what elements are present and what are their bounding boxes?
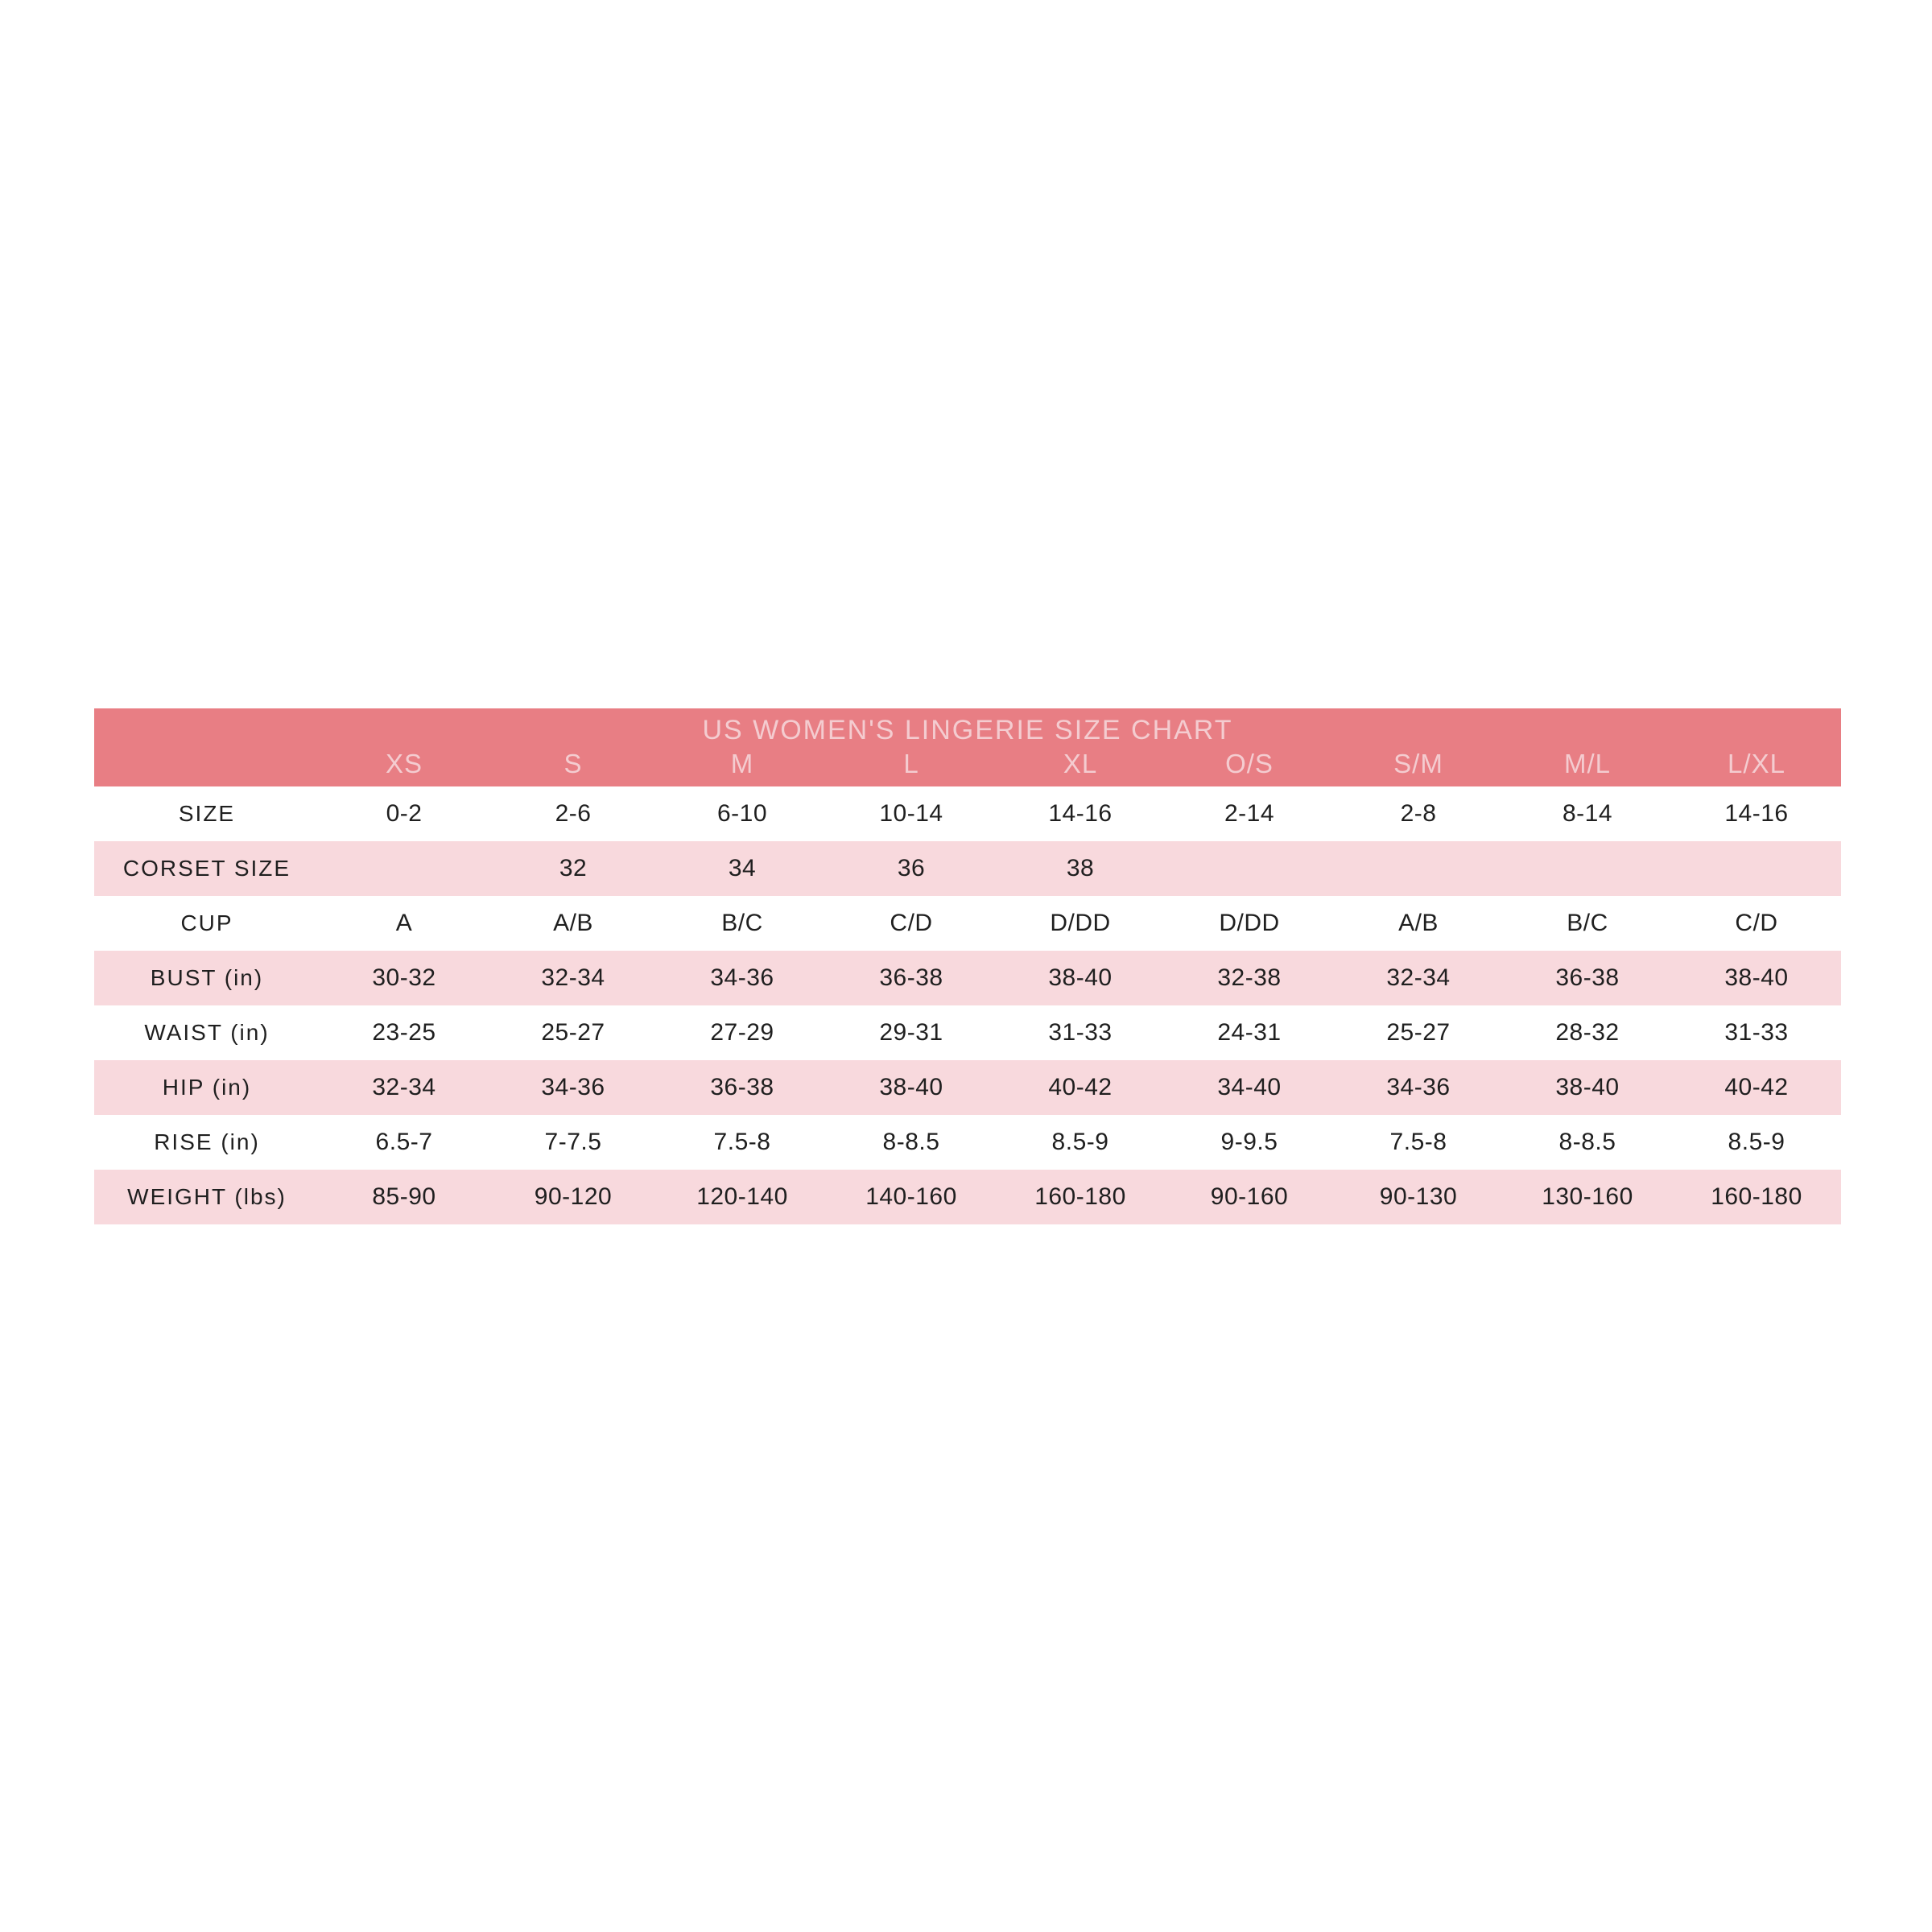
table-cell: 85-90: [372, 1183, 436, 1210]
column-header-xs: XS: [385, 749, 423, 778]
table-cell: 36-38: [879, 964, 943, 991]
table-cell: 9-9.5: [1220, 1129, 1278, 1155]
table-body: SIZE 0-2 2-6 6-10 10-14 14-16 2-14 2-8 8-14 14-16…: [94, 786, 1841, 1224]
table-cell: 90-160: [1210, 1183, 1289, 1210]
column-header-l: L: [903, 749, 919, 778]
table-cell: 14-16: [1048, 800, 1113, 827]
table-cell: 25-27: [1386, 1019, 1451, 1046]
table-cell: 28-32: [1555, 1019, 1620, 1046]
table-cell: D/DD: [1050, 910, 1111, 936]
table-cell: 23-25: [372, 1019, 436, 1046]
table-cell: C/D: [1735, 910, 1778, 936]
table-cell: 160-180: [1711, 1183, 1802, 1210]
table-cell: 40-42: [1724, 1074, 1789, 1100]
table-cell: 31-33: [1724, 1019, 1789, 1046]
row-label: CORSET SIZE: [122, 856, 291, 881]
column-header-m: M: [730, 749, 754, 778]
table-cell: 2-6: [555, 800, 592, 827]
table-cell: 29-31: [879, 1019, 943, 1046]
table-cell: 34-40: [1217, 1074, 1282, 1100]
table-cell: A: [395, 910, 413, 936]
table-cell: 8-8.5: [1558, 1129, 1616, 1155]
table-cell: 14-16: [1724, 800, 1789, 827]
table-cell: 7-7.5: [544, 1129, 602, 1155]
column-header-lxl: L/XL: [1728, 749, 1785, 778]
row-label: WAIST (in): [144, 1020, 270, 1045]
row-label: CUP: [180, 910, 233, 935]
table-cell: 38-40: [1048, 964, 1113, 991]
table-cell: 31-33: [1048, 1019, 1113, 1046]
table-cell: 2-8: [1400, 800, 1437, 827]
column-header-ml: M/L: [1563, 749, 1611, 778]
table-cell: 32: [559, 855, 588, 881]
table-cell: 34-36: [710, 964, 774, 991]
table-cell: 38-40: [879, 1074, 943, 1100]
table-cell: 25-27: [541, 1019, 605, 1046]
table-cell: 6-10: [716, 800, 768, 827]
row-label: BUST (in): [150, 965, 264, 990]
table-cell: 120-140: [696, 1183, 788, 1210]
table-cell: 34-36: [541, 1074, 605, 1100]
table-cell: 36-38: [710, 1074, 774, 1100]
column-header-sm: S/M: [1393, 749, 1443, 778]
table-cell: 27-29: [710, 1019, 774, 1046]
table-cell: 160-180: [1034, 1183, 1126, 1210]
table-cell: 8-14: [1562, 800, 1613, 827]
row-label: RISE (in): [154, 1129, 260, 1154]
table-cell: 140-160: [865, 1183, 957, 1210]
table-cell: 2-14: [1224, 800, 1275, 827]
table-row: WAIST (in) 23-25 25-27 27-29 29-31 31-33 24-31…: [94, 1005, 1841, 1060]
table-row: BUST (in) 30-32 32-34 34-36 36-38 38-40 32-38 3…: [94, 951, 1841, 1005]
table-cell: 38-40: [1724, 964, 1789, 991]
table-cell: 90-120: [534, 1183, 613, 1210]
table-cell: 36: [897, 855, 926, 881]
column-header-s: S: [564, 749, 583, 778]
row-label: HIP (in): [162, 1075, 252, 1100]
table-row: WEIGHT (lbs) 85-90 90-120 120-140 140-160 160…: [94, 1170, 1841, 1224]
column-header-xl: XL: [1063, 749, 1098, 778]
table-cell: 90-130: [1379, 1183, 1458, 1210]
table-cell: 32-34: [372, 1074, 436, 1100]
table-cell: C/D: [890, 910, 933, 936]
column-header-row: XS S M L XL O/S S/M M/L L/XL: [94, 750, 1841, 777]
table-cell: 8.5-9: [1728, 1129, 1785, 1155]
table-cell: 7.5-8: [713, 1129, 771, 1155]
table-cell: 32-38: [1217, 964, 1282, 991]
table-cell: 7.5-8: [1389, 1129, 1447, 1155]
table-cell: A/B: [553, 910, 593, 936]
table-cell: 32-34: [1386, 964, 1451, 991]
table-cell: 130-160: [1542, 1183, 1633, 1210]
table-cell: 8.5-9: [1051, 1129, 1109, 1155]
table-title: US WOMEN'S LINGERIE SIZE CHART: [702, 715, 1233, 745]
table-cell: 32-34: [541, 964, 605, 991]
table-cell: 38: [1066, 855, 1095, 881]
table-cell: 10-14: [879, 800, 943, 827]
table-cell: A/B: [1398, 910, 1439, 936]
table-cell: 34-36: [1386, 1074, 1451, 1100]
table-cell: 8-8.5: [882, 1129, 940, 1155]
table-row: RISE (in) 6.5-7 7-7.5 7.5-8 8-8.5 8.5-9 9-9.5 7…: [94, 1115, 1841, 1170]
lingerie-size-chart: US WOMEN'S LINGERIE SIZE CHART XS S M L …: [94, 708, 1841, 1224]
table-cell: B/C: [1567, 910, 1608, 936]
table-cell: 36-38: [1555, 964, 1620, 991]
column-header-os: O/S: [1225, 749, 1274, 778]
table-row: SIZE 0-2 2-6 6-10 10-14 14-16 2-14 2-8 8-14 14-16: [94, 786, 1841, 841]
row-label: SIZE: [178, 801, 236, 826]
table-cell: 6.5-7: [375, 1129, 433, 1155]
table-cell: 38-40: [1555, 1074, 1620, 1100]
table-cell: 0-2: [386, 800, 423, 827]
table-cell: B/C: [721, 910, 763, 936]
table-cell: 24-31: [1217, 1019, 1282, 1046]
row-label: WEIGHT (lbs): [127, 1184, 287, 1209]
table-cell: 30-32: [372, 964, 436, 991]
table-cell: 40-42: [1048, 1074, 1113, 1100]
table-header: US WOMEN'S LINGERIE SIZE CHART XS S M L …: [94, 708, 1841, 786]
table-cell: 34: [728, 855, 757, 881]
table-row: CORSET SIZE 32 34 36 38: [94, 841, 1841, 896]
table-cell: D/DD: [1219, 910, 1280, 936]
table-row: HIP (in) 32-34 34-36 36-38 38-40 40-42 34-40 34…: [94, 1060, 1841, 1115]
table-row: CUP A A/B B/C C/D D/DD D/DD A/B B/C C/D: [94, 896, 1841, 951]
